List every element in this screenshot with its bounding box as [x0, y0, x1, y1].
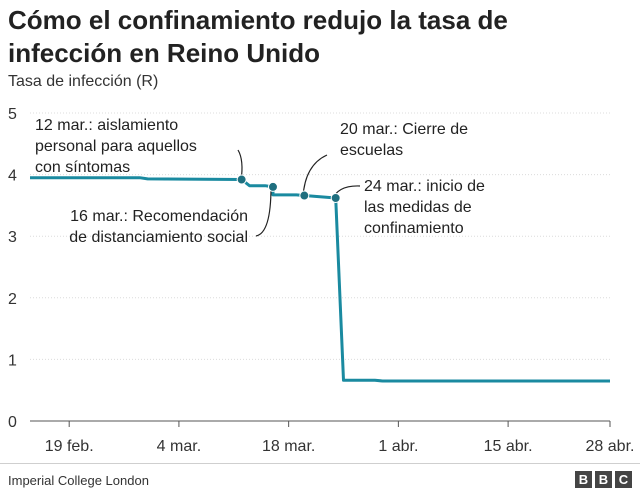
annotation-label: confinamiento: [364, 220, 464, 237]
y-tick-label: 1: [8, 352, 17, 369]
event-marker: [330, 193, 341, 204]
annotation-label: con síntomas: [35, 159, 130, 176]
x-tick-label: 19 feb.: [45, 438, 94, 455]
annotation-label: escuelas: [340, 142, 403, 159]
x-tick-label: 1 abr.: [378, 438, 418, 455]
annotation-label: 20 mar.: Cierre de: [340, 121, 468, 138]
y-tick-label: 2: [8, 291, 17, 308]
x-tick-label: 28 abr.: [586, 438, 635, 455]
bbc-logo: B B C: [575, 471, 632, 488]
y-tick-label: 3: [8, 229, 17, 246]
x-tick-label: 15 abr.: [484, 438, 533, 455]
y-tick-label: 5: [8, 106, 17, 123]
chart-title: Cómo el confinamiento redujo la tasa de …: [8, 5, 508, 68]
annotation-leader: [302, 154, 328, 198]
annotation-label: de distanciamiento social: [69, 229, 248, 246]
event-marker: [299, 190, 310, 201]
annotation-label: 16 mar.: Recomendación: [70, 208, 248, 225]
y-tick-label: 4: [8, 168, 17, 185]
bbc-logo-letter: B: [595, 471, 612, 488]
y-axis-label: Tasa de infección (R): [8, 73, 159, 90]
annotation-label: 12 mar.: aislamiento: [35, 117, 178, 134]
annotation-label: personal para aquellos: [35, 138, 197, 155]
annotation-leader: [255, 186, 272, 237]
annotation-label: 24 mar.: inicio de: [364, 178, 485, 195]
y-tick-label: 0: [8, 414, 17, 431]
bbc-logo-letter: C: [615, 471, 632, 488]
source-credit: Imperial College London: [8, 473, 149, 488]
bbc-logo-letter: B: [575, 471, 592, 488]
footer: Imperial College London B B C: [0, 463, 640, 496]
event-marker: [236, 174, 247, 185]
event-marker: [267, 181, 278, 192]
line-chart: 0 1 2 3 4 5 19 feb. 4 mar. 18 mar. 1 abr. 15 abr. 2…: [8, 106, 635, 455]
x-tick-label: 18 mar.: [262, 438, 315, 455]
x-tick-label: 4 mar.: [157, 438, 201, 455]
annotation-label: las medidas de: [364, 199, 472, 216]
r-series-line: [30, 176, 610, 383]
